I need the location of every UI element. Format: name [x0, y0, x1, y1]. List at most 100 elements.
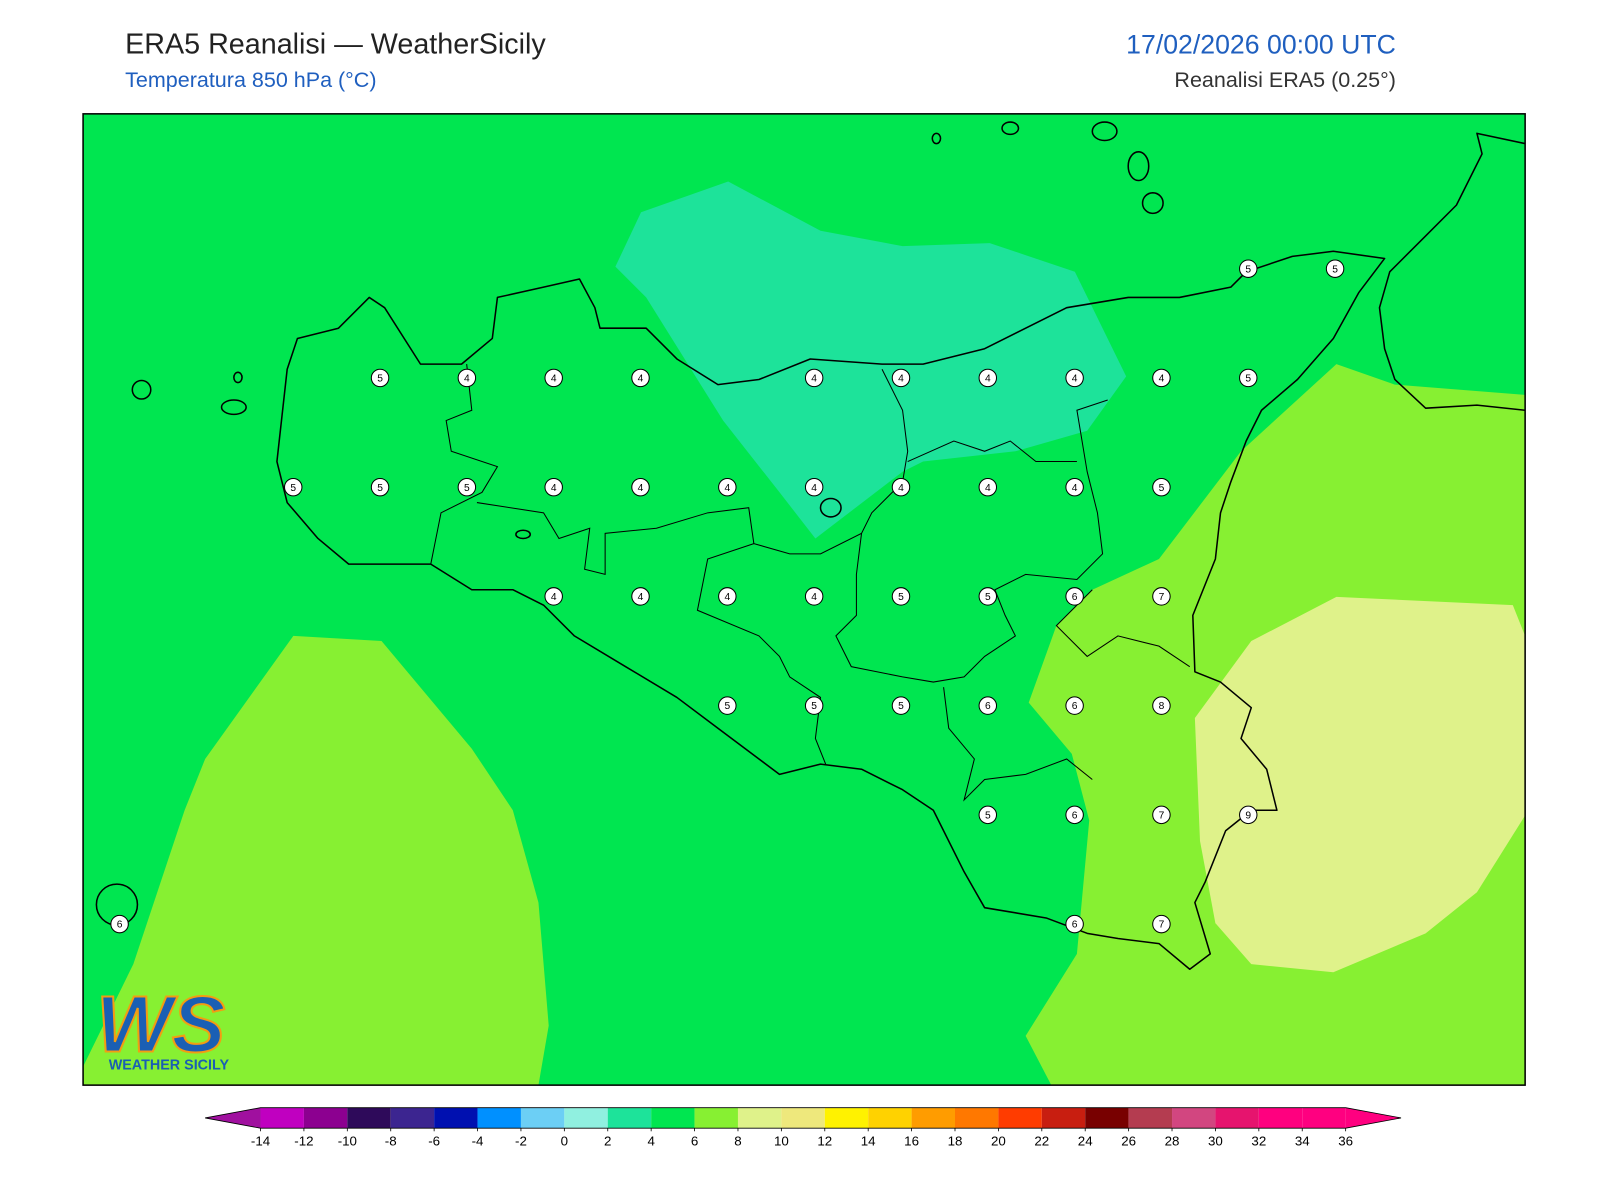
colorbar-tick-label: 36 [1338, 1134, 1353, 1149]
colorbar-extend-max [1345, 1107, 1402, 1129]
colorbar-tick-label: 16 [904, 1134, 919, 1149]
point-marker [544, 368, 563, 388]
colorbar-box [1215, 1107, 1259, 1129]
colorbar-box [1172, 1107, 1216, 1129]
island [1001, 121, 1020, 136]
colorbar: -14 -12 -10 -8 -6 -4 -2 0 2 4 6 8 10 12 14 16 18 20 22 24 26… [205, 1107, 1402, 1149]
point-value: 6 [985, 701, 991, 712]
point-value: 4 [724, 483, 730, 494]
point-value: 5 [898, 592, 904, 603]
point-marker [631, 368, 650, 388]
point-value: 6 [1072, 592, 1078, 603]
point-value: 5 [724, 701, 730, 712]
point-marker [718, 477, 737, 497]
point-marker [978, 368, 998, 388]
colorbar-tick-label: 10 [774, 1134, 789, 1149]
island [1141, 192, 1164, 215]
point-marker [631, 477, 650, 497]
point-marker [1239, 368, 1258, 388]
colorbar-tick-label: 4 [647, 1134, 655, 1149]
map-frame [82, 113, 1526, 1086]
point-marker [370, 368, 390, 388]
colorbar-tick-label: 34 [1295, 1134, 1310, 1149]
colorbar-box [868, 1107, 912, 1129]
point-marker [457, 477, 477, 497]
point-marker [804, 477, 824, 497]
point-marker [1065, 477, 1084, 497]
colorbar-box [477, 1107, 521, 1129]
point-marker [110, 914, 129, 934]
colorbar-tick-label: 12 [817, 1134, 832, 1149]
point-marker [891, 587, 911, 606]
point-value: 4 [898, 483, 904, 494]
field-6-8 [83, 635, 549, 1086]
point-marker [631, 587, 650, 606]
colorbar-tick-label: -12 [294, 1134, 313, 1149]
colorbar-tick-label: -4 [472, 1134, 484, 1149]
coastline-calabria [1378, 132, 1526, 412]
province-border [1055, 589, 1191, 668]
colorbar-box [954, 1107, 999, 1129]
point-marker [283, 477, 303, 497]
logo-initials: WS [96, 979, 225, 1068]
point-value: 5 [290, 483, 296, 494]
colorbar-tick-label: -6 [428, 1134, 440, 1149]
datetime: 17/02/2026 00:00 UTC [1126, 29, 1396, 59]
point-value: 5 [1245, 374, 1251, 385]
island [1127, 151, 1150, 182]
point-marker [544, 477, 563, 497]
logo: WS WEATHER SICILY [95, 978, 230, 1074]
point-value: 7 [1159, 920, 1165, 931]
colorbar-box [1085, 1107, 1129, 1129]
point-marker [978, 477, 998, 497]
colorbar-box [303, 1107, 348, 1129]
point-marker [1152, 805, 1171, 825]
point-marker [370, 477, 390, 497]
point-value: 5 [377, 374, 383, 385]
point-marker [718, 696, 737, 715]
island [1091, 121, 1118, 142]
point-value: 5 [1245, 264, 1251, 275]
point-value: 5 [377, 483, 383, 494]
colorbar-tick-label: 2 [604, 1134, 611, 1149]
point-value: 5 [464, 483, 470, 494]
map-area [83, 113, 1526, 1086]
point-value: 6 [1072, 701, 1078, 712]
province-border [430, 364, 499, 565]
point-marker [1239, 805, 1258, 825]
colorbar-tick-label: 18 [948, 1134, 963, 1149]
point-marker [1065, 696, 1084, 715]
colorbar-box [651, 1107, 695, 1129]
colorbar-tick-label: 20 [991, 1134, 1006, 1149]
point-marker [978, 696, 998, 715]
colorbar-box [781, 1107, 825, 1129]
point-marker [804, 587, 824, 606]
colorbar-tick-label: -10 [338, 1134, 357, 1149]
point-value: 6 [117, 920, 123, 931]
logo-text: WEATHER SICILY [109, 1058, 230, 1074]
point-value: 5 [985, 810, 991, 821]
point-value: 5 [985, 592, 991, 603]
colorbar-box [260, 1107, 304, 1129]
point-marker [1065, 587, 1084, 606]
island [233, 371, 243, 384]
point-marker [1239, 259, 1258, 278]
point-marker [1152, 696, 1171, 715]
point-marker [1152, 587, 1171, 606]
point-marker [1152, 368, 1171, 388]
coastline-sicily [276, 250, 1386, 970]
point-marker [891, 477, 911, 497]
province-border [835, 399, 1108, 683]
province-border [696, 543, 827, 765]
colorbar-tick-label: 32 [1251, 1134, 1266, 1149]
colorbar-tick-label: 0 [561, 1134, 568, 1149]
colorbar-box [434, 1107, 478, 1129]
point-marker [544, 587, 563, 606]
point-value: 5 [811, 701, 817, 712]
colorbar-tick-label: -2 [515, 1134, 527, 1149]
island [931, 132, 942, 145]
colorbar-box [607, 1107, 652, 1129]
title: ERA5 Reanalisi — WeatherSicily [125, 28, 546, 60]
point-value: 5 [1332, 264, 1338, 275]
